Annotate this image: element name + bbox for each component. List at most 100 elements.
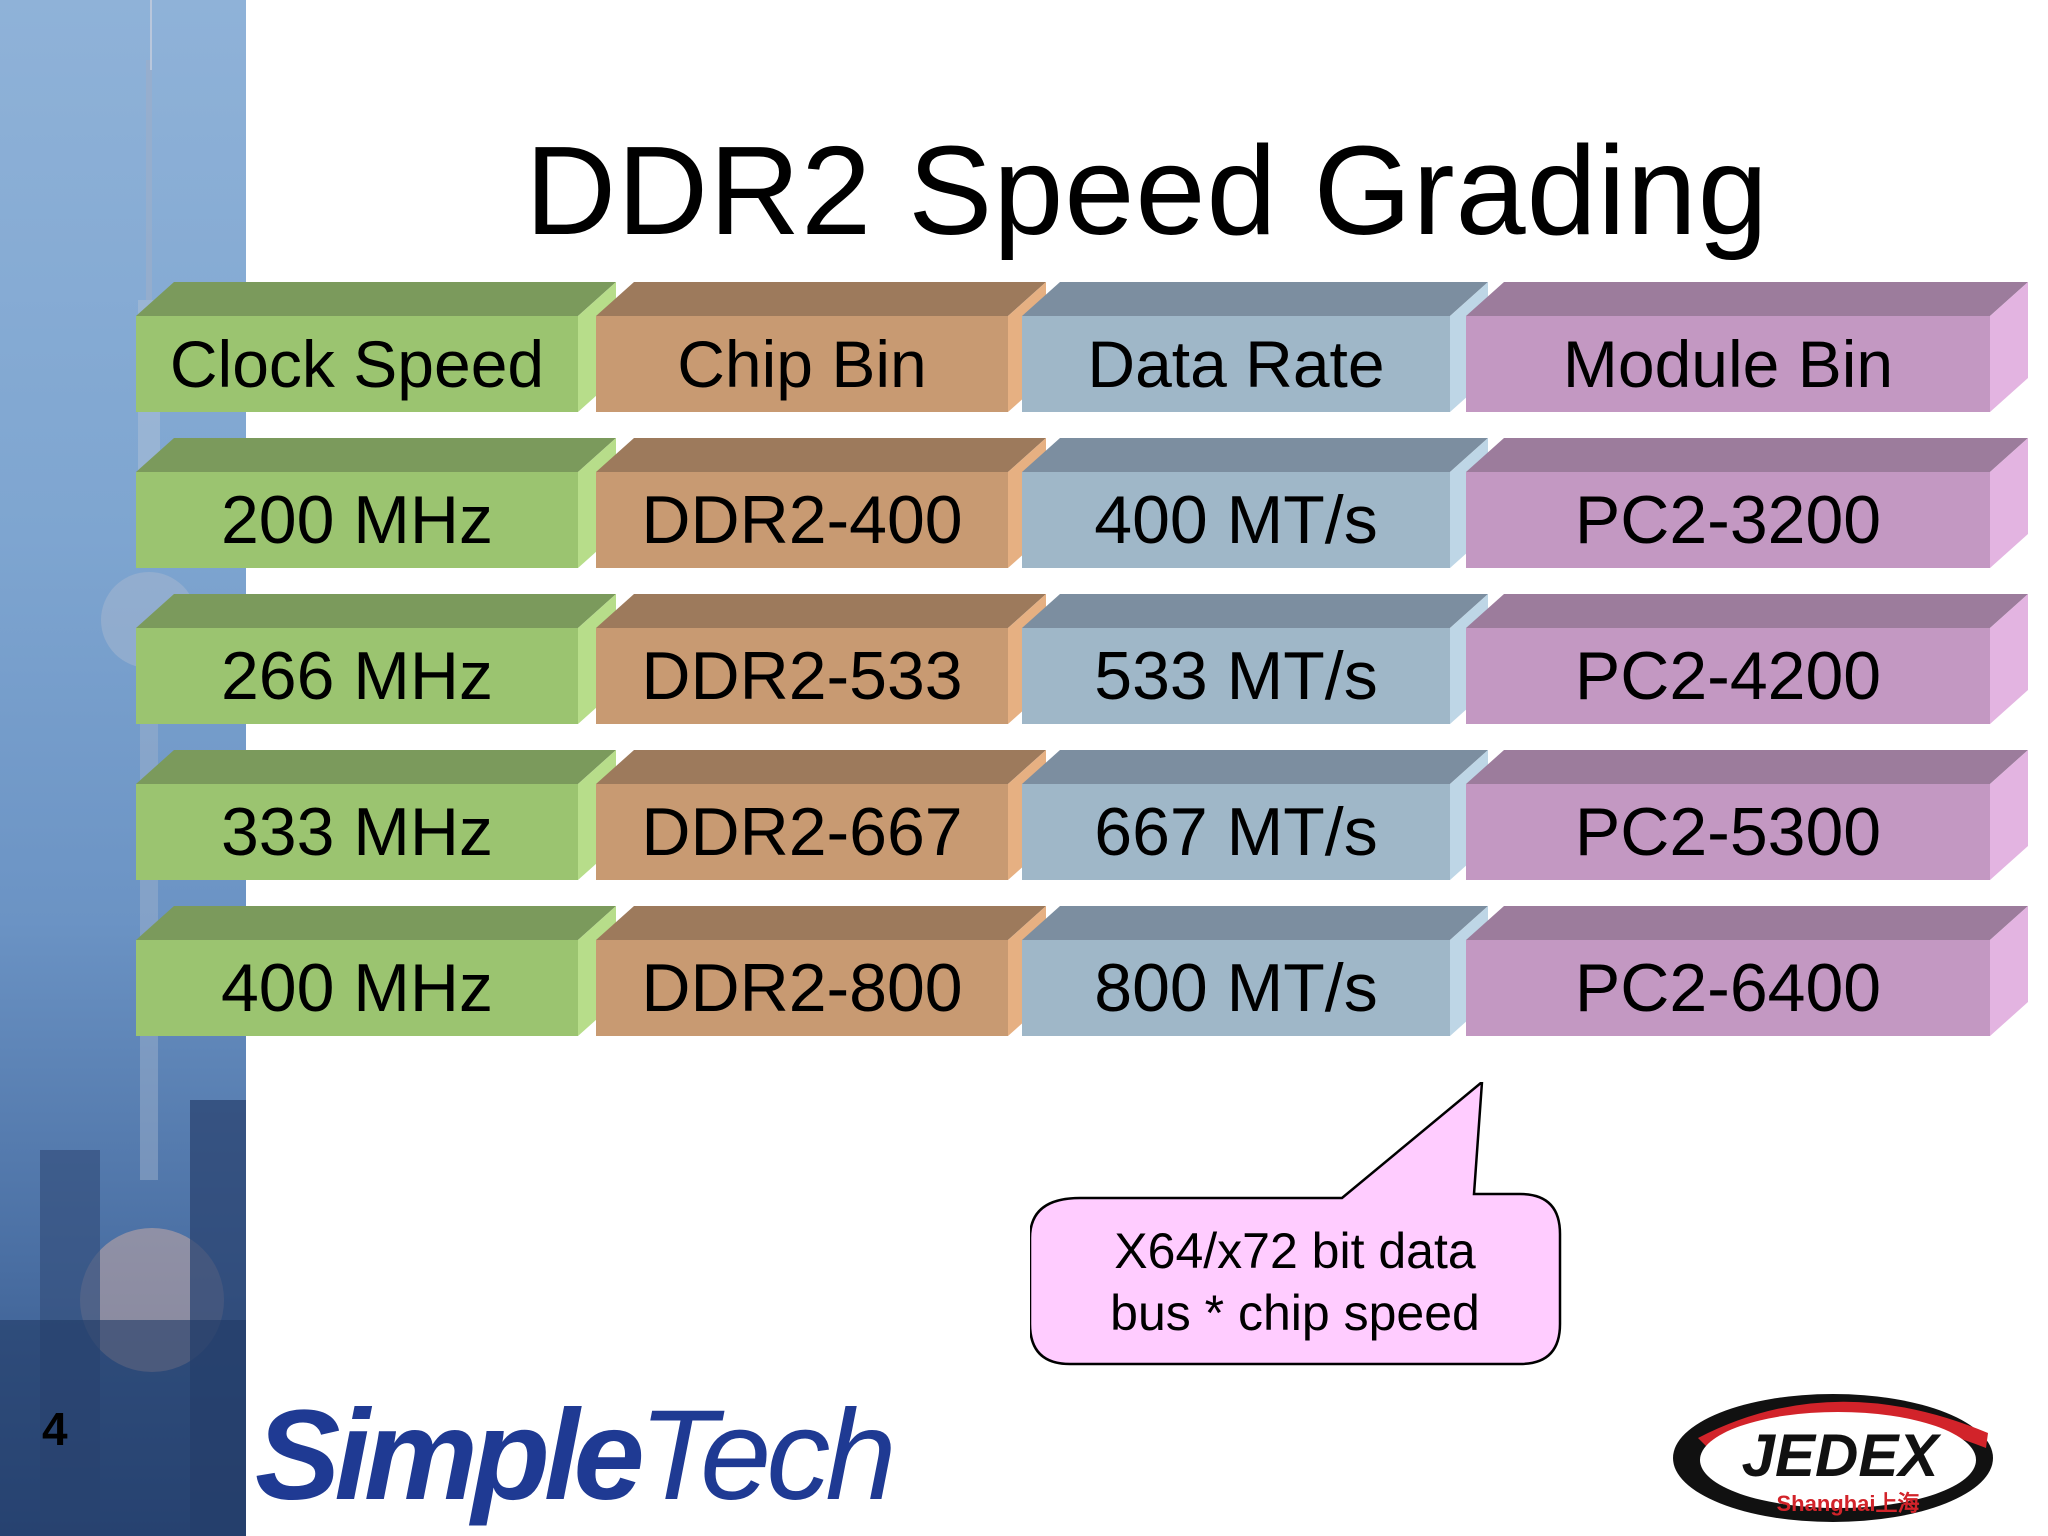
page-number: 4 [42,1403,68,1455]
block-face [1466,628,1990,724]
jedex-subtitle: Shanghai上海 [1776,1491,1919,1516]
block-face [1022,628,1450,724]
block-top [136,906,616,940]
callout-bubble: X64/x72 bit data bus * chip speed [1030,1082,1565,1372]
block-top [1022,282,1488,316]
cell-value: DDR2-400 [641,482,963,558]
block-face [1022,784,1450,880]
table-cell: DDR2-667 [596,750,1046,880]
table-cell: DDR2-400 [596,438,1046,568]
simpletech-logo-s: S [255,1384,340,1527]
cell-value: 266 MHz [220,638,494,714]
block-face [1022,472,1450,568]
block-shape [1466,906,2028,1036]
block-shape [136,594,616,724]
simpletech-logo-imple: imple [334,1384,644,1527]
column-header-label: Module Bin [1562,327,1894,401]
block-top [1022,438,1488,472]
table-cell: 400 MT/s [1022,438,1488,568]
header-cell-1: Chip Bin [596,282,1046,412]
callout-line-1: X64/x72 bit data [1114,1223,1476,1279]
block-top [596,594,1046,628]
cell-value: 800 MT/s [1094,950,1378,1026]
block-top [1466,750,2028,784]
block-side [1990,906,2028,1036]
block-top [1466,282,2028,316]
column-header-label: Chip Bin [677,327,927,401]
block-face [136,784,578,880]
cell-value: PC2-6400 [1574,950,1882,1026]
block-shape [136,906,616,1036]
block-shape [1022,438,1488,568]
header-cell-3: Module Bin [1466,282,2028,412]
block-face [596,316,1008,412]
cell-value: DDR2-800 [641,950,963,1026]
jedex-logo: JEDEX Shanghai上海 [1673,1394,1993,1522]
block-face [136,940,578,1036]
block-side [1990,750,2028,880]
block-top [596,438,1046,472]
block-face [596,628,1008,724]
block-top [596,282,1046,316]
simpletech-logo: SimpleTech [255,1392,896,1520]
block-top [1022,750,1488,784]
block-face [1466,940,1990,1036]
cell-value: PC2-3200 [1574,482,1882,558]
block-top [136,594,616,628]
block-shape [596,438,1046,568]
table-cell: DDR2-800 [596,906,1046,1036]
cell-value: 667 MT/s [1094,794,1378,870]
block-face [596,472,1008,568]
column-header-label: Clock Speed [169,327,545,401]
block-side [1990,282,2028,412]
block-shape [1466,750,2028,880]
block-face [136,316,578,412]
table-cell: 533 MT/s [1022,594,1488,724]
cell-value: PC2-5300 [1574,794,1882,870]
callout-line-2: bus * chip speed [1110,1285,1480,1341]
block-shape [1466,282,2028,412]
block-side [1990,438,2028,568]
block-face [136,472,578,568]
block-side [1990,594,2028,724]
block-top [1022,594,1488,628]
block-face [596,940,1008,1036]
block-face [1466,472,1990,568]
table-cell: 266 MHz [136,594,616,724]
cell-value: 533 MT/s [1094,638,1378,714]
table-cell: DDR2-533 [596,594,1046,724]
cell-value: 333 MHz [220,794,494,870]
block-face [1466,784,1990,880]
block-top [1466,906,2028,940]
table-cell: 333 MHz [136,750,616,880]
block-face [136,628,578,724]
block-face [596,784,1008,880]
cell-value: DDR2-533 [641,638,963,714]
block-face [1022,940,1450,1036]
cell-value: 200 MHz [220,482,494,558]
block-top [136,282,616,316]
block-shape [1466,594,2028,724]
slide-title: DDR2 Speed Grading [525,120,1769,261]
table-cell: 200 MHz [136,438,616,568]
block-top [596,750,1046,784]
column-header-label: Data Rate [1087,327,1385,401]
table-cell: PC2-5300 [1466,750,2028,880]
simpletech-logo-tech: Tech [638,1384,897,1527]
jedex-wordmark: JEDEX [1742,1422,1943,1489]
table-cell: 667 MT/s [1022,750,1488,880]
block-shape [596,594,1046,724]
block-top [136,438,616,472]
block-top [1022,906,1488,940]
table-cell: 800 MT/s [1022,906,1488,1036]
block-top [596,906,1046,940]
block-face [1022,316,1450,412]
cell-value: 400 MHz [220,950,494,1026]
block-shape [596,906,1046,1036]
block-top [1466,438,2028,472]
table-cell: PC2-4200 [1466,594,2028,724]
table-cell: PC2-6400 [1466,906,2028,1036]
cell-value: DDR2-667 [641,794,963,870]
table-cell: PC2-3200 [1466,438,2028,568]
cell-value: 400 MT/s [1094,482,1378,558]
